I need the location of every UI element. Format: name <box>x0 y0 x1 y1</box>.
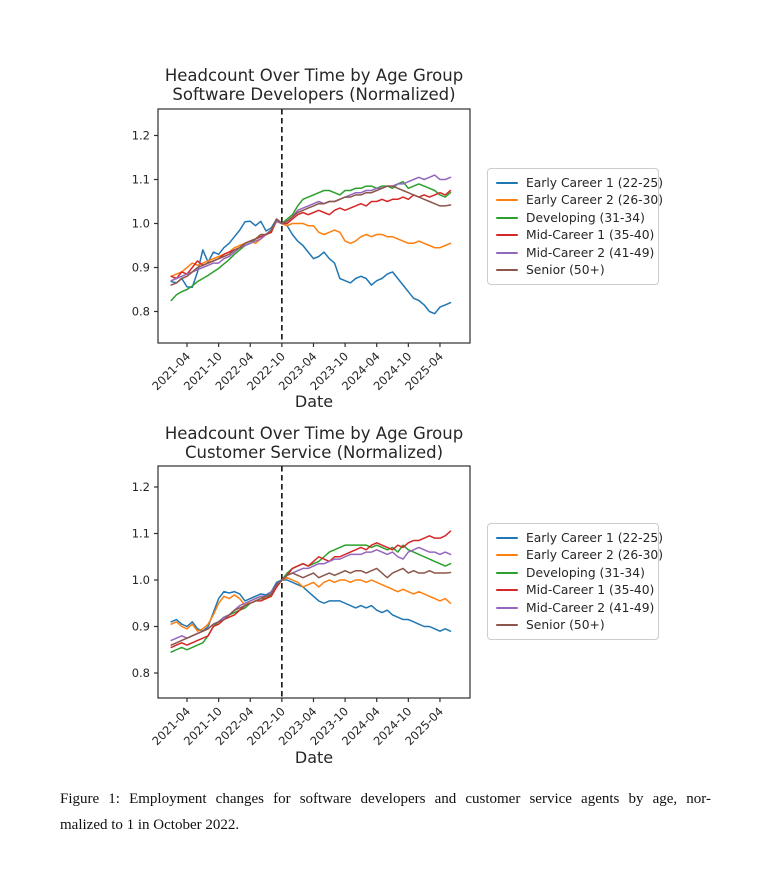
legend-item-label: Early Career 2 (26-30) <box>526 548 664 563</box>
legend-line-swatch <box>496 624 518 627</box>
legend-line-swatch <box>496 234 518 237</box>
legend-item-label: Developing (31-34) <box>526 565 645 580</box>
series-line-early-career-1-22-25 <box>170 218 452 315</box>
chart-title-software-developers: Headcount Over Time by Age Group Softwar… <box>114 66 514 104</box>
legend-item-mid-career-2-41-49: Mid-Career 2 (41-49) <box>496 599 654 617</box>
figure-caption: Figure 1: Employment changes for softwar… <box>60 787 711 838</box>
y-tick-label: 0.9 <box>132 261 150 275</box>
y-tick-label: 1.1 <box>132 173 150 187</box>
chart-subtitle-line2: Customer Service (Normalized) <box>184 443 444 462</box>
series-line-early-career-2-26-30 <box>170 220 452 278</box>
legend-item-early-career-2-26-30: Early Career 2 (26-30) <box>496 547 663 565</box>
legend-item-label: Early Career 1 (22-25) <box>526 175 664 190</box>
x-axis-label-bottom: Date <box>294 748 334 767</box>
legend-line-swatch <box>496 606 518 609</box>
legend-item-label: Early Career 1 (22-25) <box>526 530 664 545</box>
chart-subtitle-line2: Software Developers (Normalized) <box>172 85 456 104</box>
legend-line-swatch <box>496 216 518 219</box>
legend-item-label: Mid-Career 2 (41-49) <box>526 245 655 260</box>
series-line-senior-50 <box>170 567 452 646</box>
legend-item-label: Developing (31-34) <box>526 210 645 225</box>
y-tick-label: 1.2 <box>132 129 150 143</box>
legend-line-swatch <box>496 269 518 272</box>
legend-line-swatch <box>496 181 518 184</box>
legend-item-early-career-1-22-25: Early Career 1 (22-25) <box>496 174 663 192</box>
legend-line-swatch <box>496 251 518 254</box>
series-line-mid-career-1-35-40 <box>170 189 452 280</box>
legend-item-label: Mid-Career 2 (41-49) <box>526 600 655 615</box>
legend-line-swatch <box>496 199 518 202</box>
legend-line-swatch <box>496 571 518 574</box>
series-line-mid-career-2-41-49 <box>170 174 452 282</box>
caption-line2: malized to 1 in October 2022. <box>60 816 240 833</box>
legend-item-developing-31-34: Developing (31-34) <box>496 564 650 582</box>
legend-customer-service: Early Career 1 (22-25) Early Career 2 (26… <box>487 523 663 640</box>
y-tick-label: 1.0 <box>132 573 150 587</box>
y-tick-label: 1.0 <box>132 217 150 231</box>
y-tick-label: 1.2 <box>132 480 150 494</box>
legend-line-swatch <box>496 536 518 539</box>
series-line-developing-31-34 <box>170 544 452 653</box>
legend-item-label: Senior (50+) <box>526 263 605 278</box>
series-line-early-career-2-26-30 <box>170 576 452 632</box>
x-axis-label-top: Date <box>294 392 334 411</box>
legend-item-mid-career-1-35-40: Mid-Career 1 (35-40) <box>496 582 654 600</box>
series-line-senior-50 <box>170 185 452 286</box>
chart-customer-service-normalized: 1.21.11.00.90.82021-042021-102022-042022… <box>132 465 471 748</box>
series-line-early-career-1-22-25 <box>170 579 452 632</box>
legend-item-early-career-2-26-30: Early Career 2 (26-30) <box>496 192 663 210</box>
y-tick-label: 0.9 <box>132 620 150 634</box>
y-tick-label: 1.1 <box>132 527 150 541</box>
legend-item-mid-career-1-35-40: Mid-Career 1 (35-40) <box>496 227 654 245</box>
legend-item-label: Mid-Career 1 (35-40) <box>526 228 655 243</box>
y-tick-label: 0.8 <box>132 305 150 319</box>
caption-line1: Figure 1: Employment changes for softwar… <box>60 791 711 807</box>
legend-item-label: Senior (50+) <box>526 618 605 633</box>
legend-line-swatch <box>496 589 518 592</box>
legend-software-developers: Early Career 1 (22-25) Early Career 2 (26… <box>487 168 663 285</box>
legend-item-early-career-1-22-25: Early Career 1 (22-25) <box>496 529 663 547</box>
y-tick-label: 0.8 <box>132 666 150 680</box>
chart-software-developers-normalized: 1.21.11.00.90.82021-042021-102022-042022… <box>132 108 471 393</box>
chart-title-line1: Headcount Over Time by Age Group <box>164 66 464 85</box>
chart-title-line1: Headcount Over Time by Age Group <box>164 424 464 443</box>
legend-item-label: Mid-Career 1 (35-40) <box>526 583 655 598</box>
legend-line-swatch <box>496 554 518 557</box>
legend-item-mid-career-2-41-49: Mid-Career 2 (41-49) <box>496 244 654 262</box>
legend-item-label: Early Career 2 (26-30) <box>526 193 664 208</box>
legend-item-senior-50: Senior (50+) <box>496 262 650 280</box>
legend-item-developing-31-34: Developing (31-34) <box>496 209 650 227</box>
chart-title-customer-service: Headcount Over Time by Age Group Custome… <box>114 424 514 462</box>
series-line-mid-career-1-35-40 <box>170 530 452 649</box>
legend-item-senior-50: Senior (50+) <box>496 617 650 635</box>
